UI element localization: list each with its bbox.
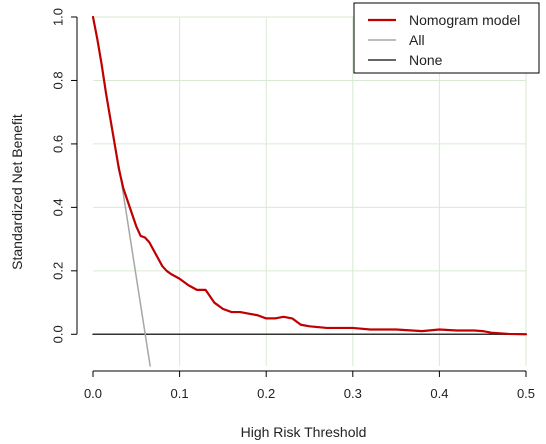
series-line-all [118,165,151,367]
y-axis-title: Standardized Net Benefit [9,114,25,270]
y-tick-label: 0.8 [51,71,66,89]
x-axis-title: High Risk Threshold [241,424,367,440]
axis-ticks: 0.0 0.1 0.2 0.3 0.4 0.5 0.0 0.2 0.4 0.6 0.8 1.0 [51,8,536,401]
y-tick-label: 0.6 [51,135,66,153]
legend: Nomogram model All None [353,2,540,74]
series-line-nomogram-model [91,15,528,336]
legend-label: Nomogram model [409,12,520,28]
x-tick-label: 0.1 [171,386,189,401]
y-tick-label: 0.0 [51,325,66,343]
y-tick-label: 0.4 [51,198,66,216]
legend-items: Nomogram model All None [368,12,520,68]
y-tick-label: 1.0 [51,8,66,26]
plot-series [91,15,528,367]
x-tick-label: 0.3 [344,386,362,401]
x-tick-label: 0.4 [430,386,448,401]
x-tick-label: 0.0 [84,386,102,401]
legend-label: All [409,32,425,48]
legend-box [353,2,540,74]
legend-label: None [409,52,443,68]
x-tick-label: 0.2 [257,386,275,401]
y-tick-label: 0.2 [51,262,66,280]
x-tick-label: 0.5 [517,386,535,401]
